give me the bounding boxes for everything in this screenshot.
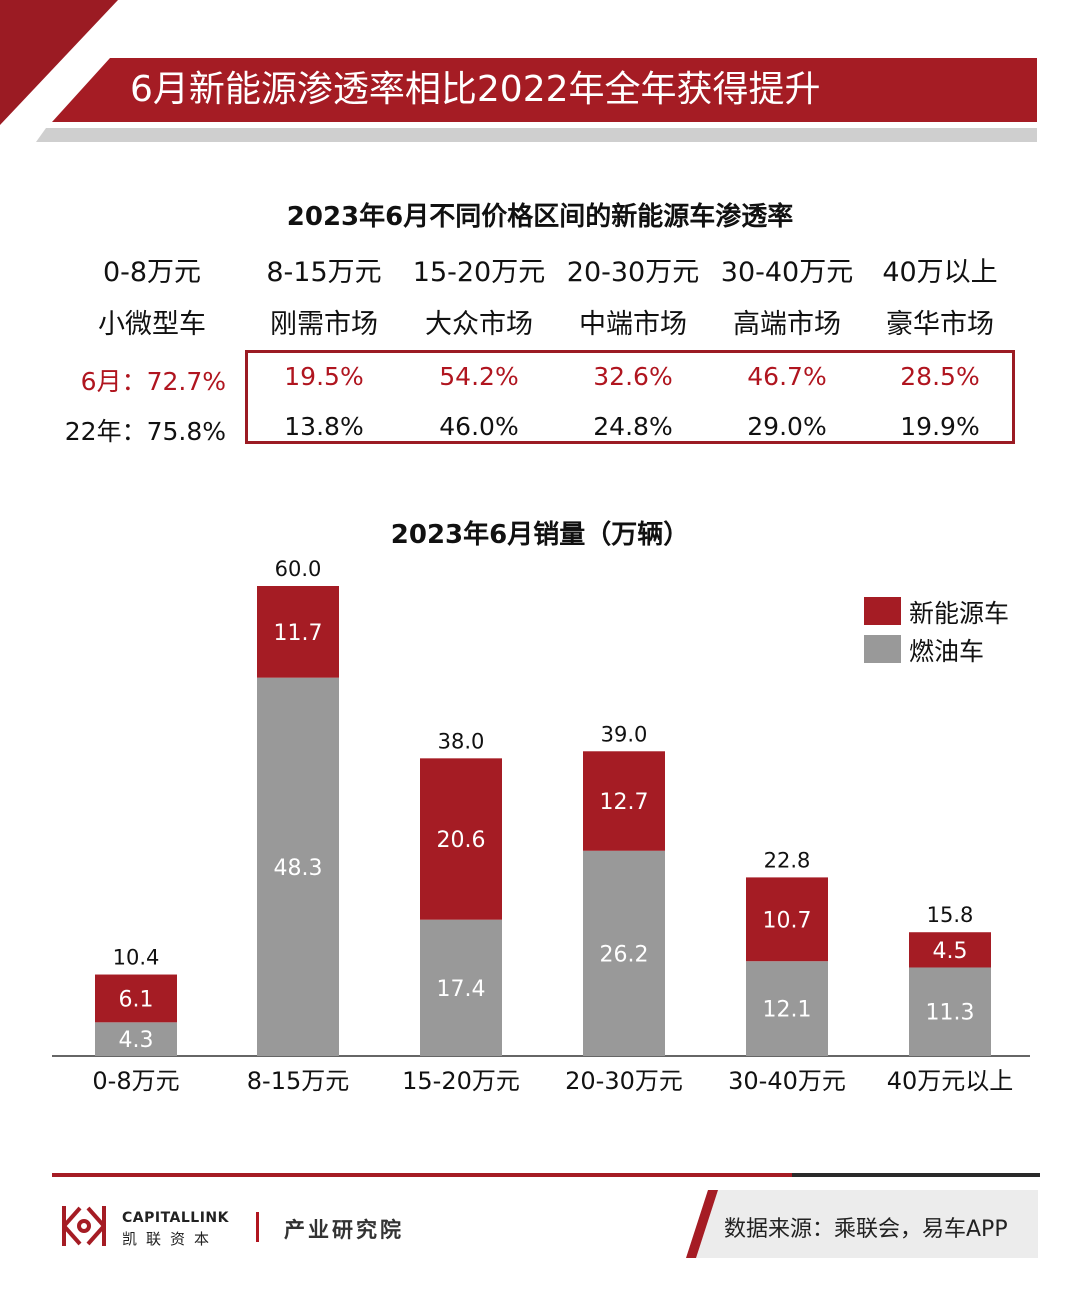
legend-swatch [864,635,901,663]
bar-total-label: 22.8 [764,848,811,872]
legend-swatch [864,597,901,625]
bar-total-label: 38.0 [438,729,485,753]
source-box [686,1190,1038,1258]
bar-segment [746,877,828,962]
bar-segment [909,932,991,968]
bar-segment [746,961,828,1056]
june-penetration-value: 6月：72.7% [80,367,226,396]
bar-segment [95,1022,177,1056]
june-penetration-value: 28.5% [900,362,980,391]
year-2022-penetration-value: 24.8% [593,412,673,441]
x-tick-label: 40万元以上 [887,1067,1014,1095]
price-range-label: 30-40万元 [720,257,854,288]
penetration-title: 2023年6月不同价格区间的新能源车渗透率 [286,202,794,232]
bar-total-label: 39.0 [601,722,648,746]
market-segment-label: 刚需市场 [270,309,378,340]
bar-value-label: 6.1 [119,987,154,1012]
bar-segment [257,586,339,678]
highlight-box [245,350,1015,444]
x-tick-label: 30-40万元 [728,1067,846,1095]
bar-segment [583,751,665,851]
bar-value-label: 12.1 [763,998,812,1023]
bar-segment [95,974,177,1023]
bar-total-label: 10.4 [113,946,160,970]
bar-segment [583,850,665,1056]
banner-shadow [36,128,1037,142]
capitallink-logo [62,1206,106,1246]
data-source: 数据来源：乘联会，易车APP [724,1217,1008,1242]
page-title: 6月新能源渗透率相比2022年全年获得提升 [130,69,821,110]
bar-value-label: 20.6 [437,828,486,853]
price-range-label: 40万以上 [882,257,998,288]
x-tick-label: 0-8万元 [92,1067,179,1095]
market-segment-label: 大众市场 [425,309,533,340]
bar-total-label: 15.8 [927,903,974,927]
bar-segment [257,677,339,1056]
brand-name-en: CAPITALLINK [122,1210,229,1226]
year-2022-penetration-value: 29.0% [747,412,827,441]
legend-label: 燃油车 [909,637,985,666]
bar-value-label: 48.3 [274,856,323,881]
x-tick-label: 15-20万元 [402,1067,520,1095]
june-penetration-value: 46.7% [747,362,827,391]
bar-segment [420,758,502,920]
bar-value-label: 17.4 [437,977,486,1002]
market-segment-label: 小微型车 [98,309,206,340]
june-penetration-value: 19.5% [284,362,364,391]
june-penetration-value: 54.2% [439,362,519,391]
title-banner [52,58,1037,122]
year-2022-penetration-value: 13.8% [284,412,364,441]
price-range-label: 20-30万元 [566,257,700,288]
bar-value-label: 11.3 [926,1001,975,1026]
year-2022-penetration-value: 22年：75.8% [64,417,226,446]
bar-value-label: 26.2 [600,942,649,967]
price-range-label: 0-8万元 [102,257,202,288]
year-2022-penetration-value: 46.0% [439,412,519,441]
bar-value-label: 12.7 [600,790,649,815]
bar-value-label: 4.3 [119,1028,154,1053]
legend-label: 新能源车 [909,599,1010,628]
price-range-label: 8-15万元 [266,257,382,288]
june-penetration-value: 32.6% [593,362,673,391]
market-segment-label: 高端市场 [733,309,841,340]
footer-divider [52,1162,1040,1177]
chart-title: 2023年6月销量（万辆） [390,520,690,550]
corner-decoration [0,0,118,125]
market-segment-label: 豪华市场 [886,309,994,340]
bar-value-label: 4.5 [933,939,968,964]
sales-chart: 4.3 6.1 10.4 0-8万元 48.3 11.7 60.0 8-15万元 17.4 20.… [52,557,1030,1095]
institute-name: 产业研究院 [284,1217,404,1242]
x-tick-label: 20-30万元 [565,1067,683,1095]
bar-value-label: 10.7 [763,908,812,933]
bar-total-label: 60.0 [275,557,322,581]
market-segment-label: 中端市场 [579,309,687,340]
bar-value-label: 11.7 [274,621,323,646]
x-tick-label: 8-15万元 [247,1067,349,1095]
bar-segment [909,967,991,1056]
price-range-label: 15-20万元 [412,257,546,288]
brand-separator [256,1212,259,1242]
brand-name-cn: 凯联资本 [122,1230,219,1248]
year-2022-penetration-value: 19.9% [900,412,980,441]
bar-segment [420,919,502,1056]
